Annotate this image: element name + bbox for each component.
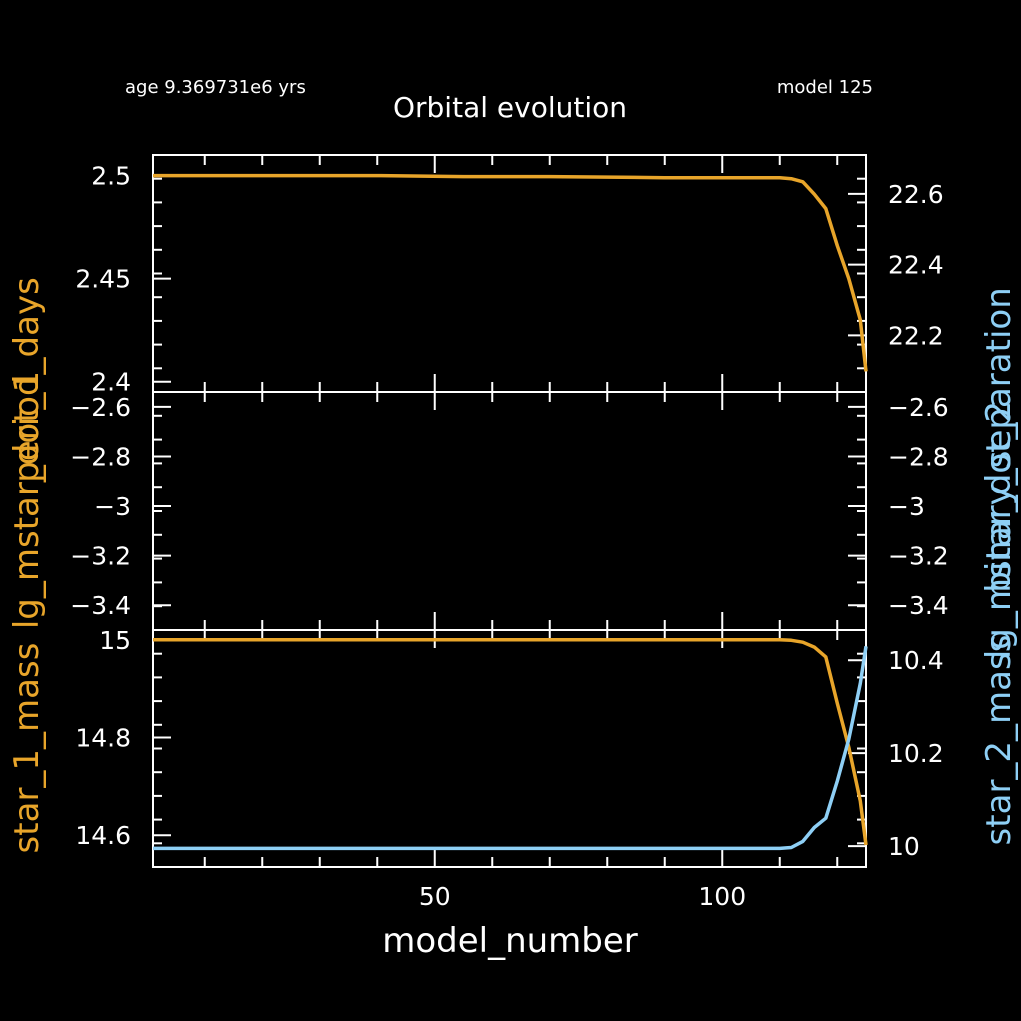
- right-ylabel-bottom: star_2_mass: [979, 635, 1019, 846]
- right-ylabel-top: binary_separation: [979, 287, 1019, 593]
- right-tick-label: 10.2: [888, 739, 944, 768]
- left-tick-label: 14.8: [75, 724, 131, 753]
- x-tick-label: 50: [419, 882, 451, 911]
- series-line-top-left: [153, 173, 868, 372]
- left-tick-label: 2.5: [91, 162, 131, 191]
- left-tick-label: −2.8: [70, 442, 131, 471]
- left-tick-label: 15: [99, 626, 131, 655]
- right-tick-label: −3.4: [888, 591, 949, 620]
- right-tick-label: −3: [888, 492, 925, 521]
- right-tick-label: 10: [888, 832, 920, 861]
- panel-top: 2.5 2.45 2.4 22.6 22.4 22.2: [75, 154, 944, 397]
- right-tick-label: 22.4: [888, 251, 944, 280]
- left-tick-label: 2.45: [75, 265, 131, 294]
- left-tick-label: −2.6: [70, 393, 131, 422]
- left-tick-label: 2.4: [91, 368, 131, 397]
- right-tick-label: −2.6: [888, 393, 949, 422]
- chart-title: Orbital evolution: [393, 91, 627, 124]
- left-tick-label: −3.4: [70, 591, 131, 620]
- right-tick-label: 10.4: [888, 646, 944, 675]
- right-tick-label: −3.2: [888, 542, 949, 571]
- panel-bottom: 15 14.8 14.6 10.4 10.2 10 50 100: [75, 626, 943, 911]
- right-tick-label: 22.6: [888, 180, 944, 209]
- right-ylabel-middle: lg_mstar_dot_2: [979, 401, 1019, 659]
- series-line-bottom-left: [153, 638, 868, 846]
- left-ylabel-middle: lg_mstar_dot_1: [7, 371, 47, 629]
- left-tick-label: −3.2: [70, 542, 131, 571]
- series-line-bottom-right: [153, 646, 868, 851]
- left-ylabel-top: period_days: [7, 277, 47, 483]
- x-tick-label: 100: [698, 882, 746, 911]
- panels-layer: 2.5 2.45 2.4 22.6 22.4 22.2 −2.6 −2.8 −3 −3.2 −3.4…: [70, 154, 949, 911]
- left-tick-label: 14.6: [75, 821, 131, 850]
- right-tick-label: −2.8: [888, 442, 949, 471]
- left-ylabel-bottom: star_1_mass: [7, 643, 47, 854]
- left-tick-label: −3: [94, 492, 131, 521]
- age-label: age 9.369731e6 yrs: [125, 77, 306, 98]
- x-axis-title: model_number: [382, 921, 638, 961]
- right-tick-label: 22.2: [888, 321, 944, 350]
- model-label: model 125: [777, 77, 873, 98]
